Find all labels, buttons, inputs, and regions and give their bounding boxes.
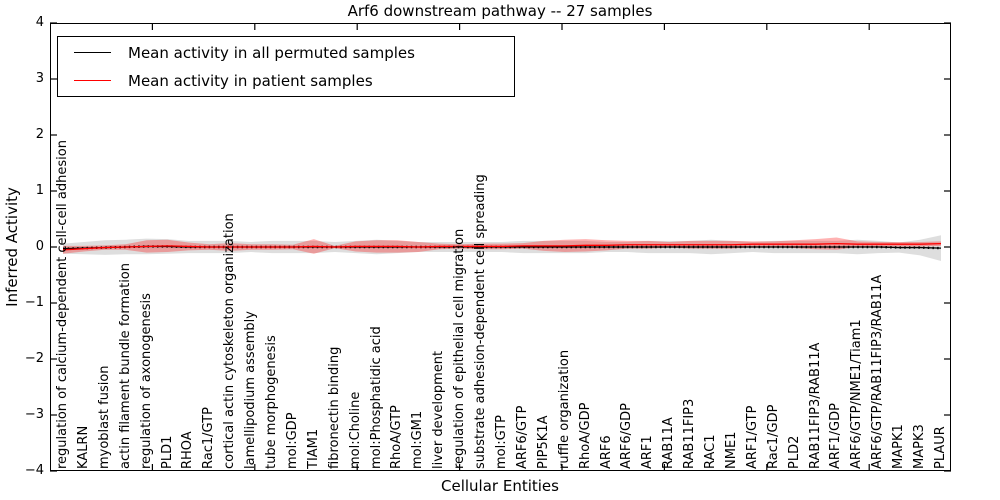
x-tick-label: ARF6/GDP (619, 403, 635, 469)
permuted-band (63, 235, 942, 261)
x-tick-label: regulation of epithelial cell migration (452, 228, 468, 469)
x-tick-label: ARF1 (640, 435, 656, 469)
legend-item-patient: Mean activity in patient samples (58, 69, 514, 93)
patient-band (63, 237, 942, 254)
legend-label: Mean activity in patient samples (128, 71, 373, 90)
y-tick-label: 4 (35, 15, 44, 30)
x-tick-label: actin filament bundle formation (117, 263, 133, 469)
y-tick-label: 2 (35, 127, 44, 142)
x-tick-label: ARF6 (598, 435, 614, 469)
x-tick-label: RAC1 (703, 434, 719, 469)
x-tick-label: regulation of axonogenesis (138, 293, 154, 469)
x-tick-label: liver development (431, 350, 447, 469)
x-tick-label: mol:GTP (494, 415, 509, 469)
x-tick-label: ARF1/GTP (744, 405, 760, 469)
x-tick-label: mol:GDP (284, 412, 300, 469)
patient-line-swatch (74, 80, 111, 81)
x-tick-label: Rac1/GDP (765, 404, 781, 469)
x-tick-label: myoblast fusion (96, 365, 112, 469)
x-tick-label: ARF6/GTP/NME1/Tiam1 (849, 319, 865, 469)
chart-title: Arf6 downstream pathway -- 27 samples (347, 2, 653, 20)
x-tick-label: mol:Choline (347, 391, 363, 469)
x-tick-label: regulation of calcium-dependent cell-cel… (55, 140, 70, 469)
x-tick-label: Rac1/GTP (201, 407, 217, 469)
permuted-line-swatch (74, 52, 111, 53)
x-tick-label: mol:Phosphatidic acid (368, 326, 384, 469)
y-tick-label: −4 (24, 463, 44, 478)
x-tick-label: fibronectin binding (326, 346, 342, 469)
x-tick-label: MAPK3 (912, 424, 928, 469)
x-tick-label: TIAM1 (305, 428, 321, 469)
x-tick-label: MAPK1 (891, 424, 907, 469)
x-tick-label: PIP5K1A (535, 415, 551, 469)
x-tick-label: ruffle organization (556, 349, 572, 469)
legend-item-permuted: Mean activity in all permuted samples (58, 41, 514, 65)
y-tick-label: 3 (35, 71, 44, 86)
x-tick-label: substrate adhesion-dependent cell spread… (473, 174, 489, 469)
y-tick-label: 1 (35, 183, 44, 198)
x-tick-label: RhoA/GTP (389, 405, 405, 469)
x-tick-label: RhoA/GDP (577, 402, 593, 469)
x-tick-label: ARF6/GTP (514, 405, 530, 469)
x-tick-label: NME1 (723, 431, 739, 469)
y-tick-label: −3 (24, 407, 44, 422)
x-tick-label: lamellipodium assembly (243, 311, 259, 469)
legend: Mean activity in all permuted samples Me… (57, 36, 515, 97)
x-tick-label: mol:GM1 (410, 410, 426, 469)
x-tick-label: KALRN (75, 425, 91, 469)
y-tick-label: 0 (35, 239, 44, 254)
x-tick-label: ARF1/GDP (828, 403, 844, 469)
x-tick-label: RAB11FIP3 (682, 398, 698, 469)
x-tick-label: PLAUR (933, 426, 948, 469)
x-tick-label: tube morphogenesis (264, 335, 280, 469)
x-tick-label: RAB11A (661, 417, 677, 469)
x-tick-label: PLD2 (786, 435, 802, 469)
legend-label: Mean activity in all permuted samples (128, 43, 415, 62)
x-tick-label: PLD1 (159, 435, 175, 469)
y-tick-label: −2 (24, 351, 44, 366)
y-tick-label: −1 (24, 295, 44, 310)
x-tick-label: cortical actin cytoskeleton organization (222, 213, 238, 469)
x-tick-label: RHOA (180, 431, 196, 469)
x-tick-label: RAB11FIP3/RAB11A (807, 342, 823, 469)
x-axis-label: Cellular Entities (441, 477, 559, 495)
patient-mean-line (62, 242, 942, 251)
x-tick-label: ARF6/GTP/RAB11FIP3/RAB11A (870, 274, 886, 469)
